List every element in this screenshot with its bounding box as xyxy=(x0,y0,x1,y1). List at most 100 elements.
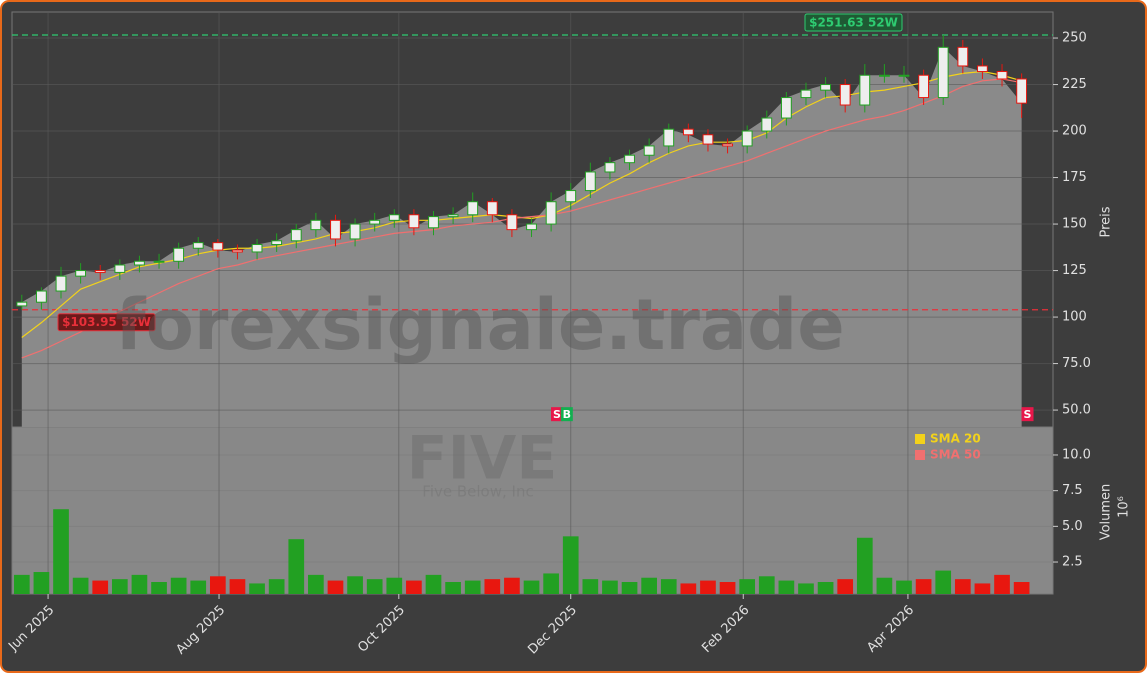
candle-body xyxy=(506,214,518,231)
candle-body xyxy=(192,242,204,249)
candle-body xyxy=(290,229,302,242)
volume-bar xyxy=(170,577,187,594)
volume-bar xyxy=(778,580,795,594)
y2-axis-label: Volumen xyxy=(1099,484,1114,541)
candle-body xyxy=(153,260,165,263)
candle-body xyxy=(682,128,694,136)
candle-body xyxy=(565,190,577,203)
volume-bar xyxy=(994,574,1010,594)
volume-bar xyxy=(935,570,952,594)
candle-body xyxy=(467,201,479,216)
y-tick-label: 75.0 xyxy=(1062,356,1091,371)
y-axis-label: Preis xyxy=(1099,206,1114,237)
candle-body xyxy=(839,84,851,106)
volume-bar xyxy=(72,577,89,594)
y-tick-label: 125 xyxy=(1062,263,1087,278)
candle-body xyxy=(918,74,930,99)
volume-bar xyxy=(896,580,912,594)
annotation-box xyxy=(57,313,156,332)
volume-bar xyxy=(33,572,50,594)
volume-bar xyxy=(190,580,207,594)
volume-bar xyxy=(406,580,422,594)
y2-tick-label: 5.0 xyxy=(1062,519,1083,534)
volume-bar xyxy=(425,574,442,594)
y-tick-label: 50.0 xyxy=(1062,403,1091,418)
candle-body xyxy=(271,240,283,246)
volume-bar xyxy=(915,579,932,594)
y2-tick-label: 10.0 xyxy=(1062,447,1091,462)
candle-body xyxy=(94,270,106,273)
candle-body xyxy=(114,264,126,273)
candle-body xyxy=(545,201,557,225)
volume-bar xyxy=(582,579,599,594)
volume-bar xyxy=(53,509,69,594)
candle-body xyxy=(134,260,145,266)
legend-swatch xyxy=(915,450,925,460)
volume-bar xyxy=(700,580,716,594)
legend-label: SMA 20 xyxy=(930,432,981,446)
volume-bar xyxy=(641,577,657,594)
legend-label: SMA 50 xyxy=(930,448,981,462)
volume-bar xyxy=(386,577,403,594)
candle-body xyxy=(977,65,988,73)
volume-bar xyxy=(543,573,559,594)
candle-body xyxy=(486,201,498,216)
volume-bar xyxy=(13,574,30,594)
candle-body xyxy=(996,71,1008,80)
volume-bar xyxy=(719,582,736,594)
volume-bar xyxy=(523,580,540,594)
y-tick-label: 100 xyxy=(1062,310,1087,325)
candle-body xyxy=(820,84,831,91)
candle-body xyxy=(408,214,420,229)
candle-body xyxy=(800,89,812,99)
y-tick-label: 250 xyxy=(1062,31,1087,46)
candle-body xyxy=(369,219,381,225)
candle-body xyxy=(16,301,28,307)
candle-body xyxy=(310,219,322,231)
volume-bar xyxy=(739,579,756,594)
candle-body xyxy=(741,130,753,147)
candle-body xyxy=(624,154,635,164)
signal-marker xyxy=(1021,407,1034,422)
candle-body xyxy=(526,223,537,231)
volume-bar xyxy=(798,583,814,594)
volume-bar xyxy=(758,576,775,594)
company-watermark: Five Below, Inc xyxy=(422,483,533,501)
symbol-watermark: FIVE xyxy=(407,424,558,494)
candle-body xyxy=(957,46,969,67)
volume-bar xyxy=(249,583,265,594)
volume-bar xyxy=(504,577,520,594)
volume-bar xyxy=(288,539,305,594)
candle-body xyxy=(879,74,890,77)
candle-body xyxy=(643,145,655,156)
signal-label: B xyxy=(563,408,571,421)
volume-bar xyxy=(111,579,128,594)
volume-bar xyxy=(876,577,893,594)
candle-body xyxy=(173,247,185,262)
volume-bar xyxy=(210,576,226,594)
annotation-box xyxy=(804,13,903,32)
sma-line xyxy=(21,78,1022,359)
candle-body xyxy=(330,219,341,240)
y2-unit: 10⁶ xyxy=(1117,496,1132,518)
candle-body xyxy=(780,97,792,119)
volume-bar xyxy=(837,579,854,594)
annotation-label: $251.63 52W xyxy=(809,16,898,30)
volume-bar xyxy=(680,583,697,594)
volume-bar xyxy=(268,579,285,594)
candle-body xyxy=(1016,78,1028,104)
candle-body xyxy=(761,117,773,132)
candle-body xyxy=(447,214,459,218)
watermark: forexsignale.trade xyxy=(115,284,844,366)
candle-body xyxy=(428,216,439,229)
candle-body xyxy=(388,214,400,221)
volume-bar xyxy=(327,580,344,594)
y-tick-label: 225 xyxy=(1062,77,1087,92)
candle-body xyxy=(722,143,733,147)
candle-body xyxy=(604,162,616,173)
volume-bar xyxy=(229,579,246,594)
y2-tick-label: 7.5 xyxy=(1062,483,1083,498)
signal-label: S xyxy=(1024,408,1032,421)
